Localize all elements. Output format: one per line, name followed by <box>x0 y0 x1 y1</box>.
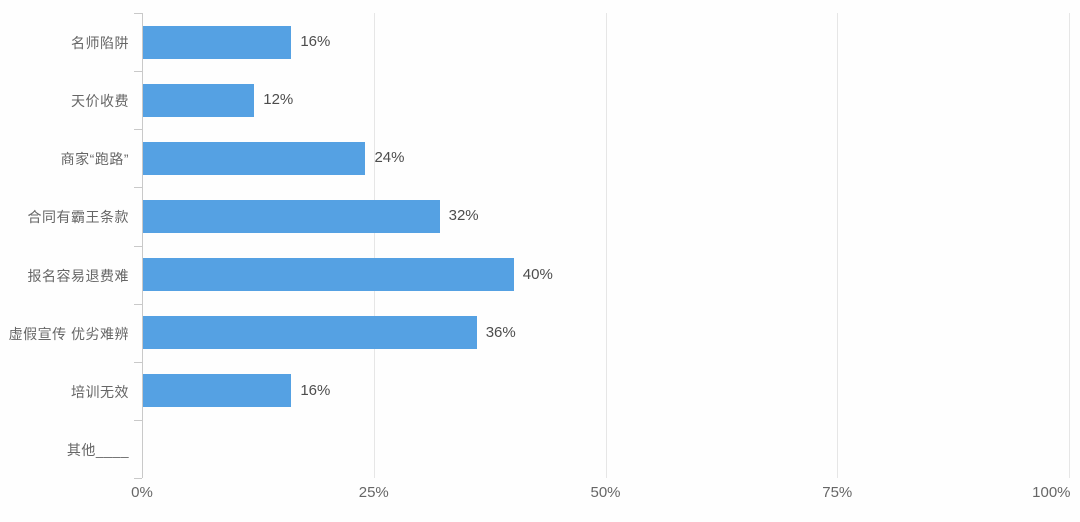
y-axis-tick <box>134 419 142 421</box>
y-axis-tick <box>134 303 142 305</box>
bar <box>143 83 255 117</box>
bar-row: 合同有霸王条款 32% <box>28 187 1069 245</box>
category-label: 天价收费 <box>71 93 129 110</box>
gridline <box>837 13 839 478</box>
y-axis-tick <box>134 478 142 479</box>
value-label: 40% <box>522 265 553 283</box>
bar <box>143 25 292 59</box>
category-label: 报名容易退费难 <box>27 267 129 284</box>
plot-area: 名师陷阱 16% 天价收费 12% 商家“跑路” 24% 合同有霸王条款 32% 报名容易退费难… <box>9 13 1070 479</box>
gridline <box>1069 13 1070 478</box>
y-axis-tick <box>134 129 142 131</box>
gridline <box>605 13 607 478</box>
bar-row: 其他____ <box>67 420 1069 478</box>
x-axis-tick-label: 0% <box>131 484 153 501</box>
y-axis-tick <box>134 71 142 73</box>
category-label: 名师陷阱 <box>71 35 129 52</box>
x-axis-tick-label: 50% <box>590 484 621 501</box>
x-axis-tick-label: 75% <box>822 484 853 501</box>
bar-row: 名师陷阱 16% <box>71 13 1069 71</box>
category-label: 培训无效 <box>71 383 129 400</box>
value-label: 12% <box>263 91 294 109</box>
bar <box>143 374 292 408</box>
value-label: 16% <box>300 33 331 51</box>
bar <box>143 258 514 292</box>
bar <box>143 316 477 350</box>
y-axis-tick <box>134 245 142 247</box>
category-label: 商家“跑路” <box>60 151 129 168</box>
bar-row: 虚假宣传 优劣难辨 36% <box>9 304 1069 362</box>
bar-row: 报名容易退费难 40% <box>28 246 1069 304</box>
category-label: 其他____ <box>66 441 129 458</box>
gridline <box>373 13 375 478</box>
x-axis-tick-label: 100% <box>1032 484 1071 501</box>
value-label: 32% <box>448 207 479 225</box>
bar-row: 天价收费 12% <box>71 71 1069 129</box>
y-axis-tick <box>134 187 142 189</box>
y-axis-line <box>142 13 143 478</box>
bar <box>143 199 440 233</box>
value-label: 16% <box>300 381 331 399</box>
bar-row: 商家“跑路” 24% <box>61 129 1069 187</box>
bar-row: 培训无效 16% <box>71 362 1069 420</box>
x-axis-tick-label: 25% <box>358 484 389 501</box>
bar <box>143 141 366 175</box>
value-label: 36% <box>485 323 516 341</box>
category-label: 合同有霸王条款 <box>27 209 129 226</box>
y-axis-tick <box>134 361 142 363</box>
category-label: 虚假宣传 优劣难辨 <box>8 325 129 342</box>
y-axis-tick <box>134 13 142 14</box>
value-label: 24% <box>374 149 405 167</box>
